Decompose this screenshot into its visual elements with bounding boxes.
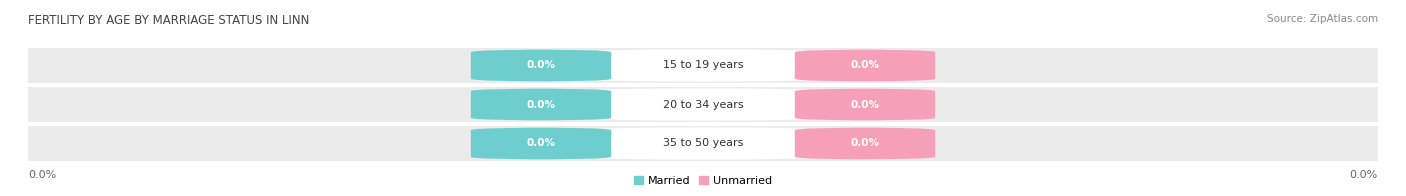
FancyBboxPatch shape (588, 127, 818, 160)
Text: 20 to 34 years: 20 to 34 years (662, 100, 744, 110)
Text: 0.0%: 0.0% (1350, 170, 1378, 180)
FancyBboxPatch shape (471, 88, 612, 121)
Text: 35 to 50 years: 35 to 50 years (662, 139, 744, 149)
FancyBboxPatch shape (471, 127, 612, 160)
Text: FERTILITY BY AGE BY MARRIAGE STATUS IN LINN: FERTILITY BY AGE BY MARRIAGE STATUS IN L… (28, 14, 309, 27)
Text: 0.0%: 0.0% (28, 170, 56, 180)
Text: 15 to 19 years: 15 to 19 years (662, 61, 744, 71)
Text: 0.0%: 0.0% (851, 139, 880, 149)
Legend: Married, Unmarried: Married, Unmarried (630, 172, 776, 191)
FancyBboxPatch shape (794, 88, 935, 121)
Text: 0.0%: 0.0% (851, 61, 880, 71)
FancyBboxPatch shape (588, 49, 818, 82)
Text: 0.0%: 0.0% (851, 100, 880, 110)
Text: 0.0%: 0.0% (526, 139, 555, 149)
Text: Source: ZipAtlas.com: Source: ZipAtlas.com (1267, 14, 1378, 24)
FancyBboxPatch shape (794, 127, 935, 160)
FancyBboxPatch shape (794, 49, 935, 82)
Text: 0.0%: 0.0% (526, 100, 555, 110)
FancyBboxPatch shape (471, 49, 612, 82)
FancyBboxPatch shape (588, 88, 818, 121)
Text: 0.0%: 0.0% (526, 61, 555, 71)
